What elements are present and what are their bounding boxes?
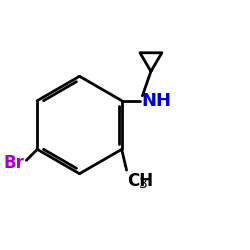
- Text: 3: 3: [139, 177, 148, 191]
- Text: NH: NH: [141, 92, 171, 110]
- Text: Br: Br: [3, 154, 24, 172]
- Text: CH: CH: [127, 172, 154, 190]
